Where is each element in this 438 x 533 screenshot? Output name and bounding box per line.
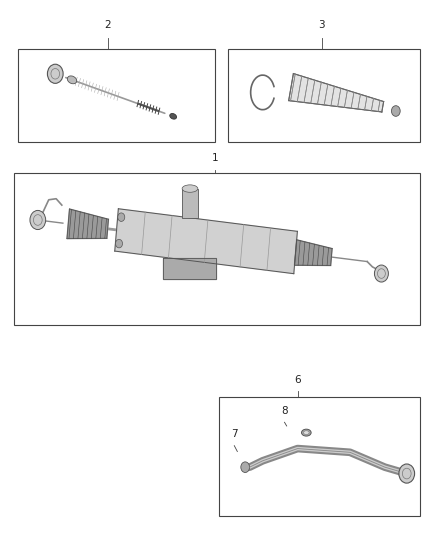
Circle shape bbox=[118, 213, 125, 221]
Polygon shape bbox=[67, 209, 109, 239]
Text: 1: 1 bbox=[211, 153, 218, 163]
Circle shape bbox=[30, 211, 46, 230]
Bar bbox=[14, 173, 420, 325]
Ellipse shape bbox=[170, 114, 177, 119]
Ellipse shape bbox=[301, 429, 311, 436]
Circle shape bbox=[116, 239, 123, 248]
Ellipse shape bbox=[304, 431, 309, 434]
Circle shape bbox=[374, 265, 389, 282]
Circle shape bbox=[399, 464, 415, 483]
Circle shape bbox=[47, 64, 63, 83]
Polygon shape bbox=[294, 240, 332, 265]
Polygon shape bbox=[289, 74, 384, 112]
Text: 6: 6 bbox=[294, 375, 301, 384]
Bar bbox=[219, 397, 420, 516]
Circle shape bbox=[241, 462, 250, 472]
Bar bbox=[182, 189, 198, 218]
Text: 7: 7 bbox=[231, 429, 237, 439]
Text: 3: 3 bbox=[318, 20, 325, 30]
Bar bbox=[18, 49, 215, 142]
Ellipse shape bbox=[182, 185, 198, 192]
Bar bbox=[228, 49, 420, 142]
Ellipse shape bbox=[67, 76, 77, 84]
Text: 2: 2 bbox=[104, 20, 111, 30]
Text: 8: 8 bbox=[281, 407, 288, 416]
Circle shape bbox=[392, 106, 400, 116]
Polygon shape bbox=[115, 209, 297, 273]
Polygon shape bbox=[163, 259, 215, 279]
